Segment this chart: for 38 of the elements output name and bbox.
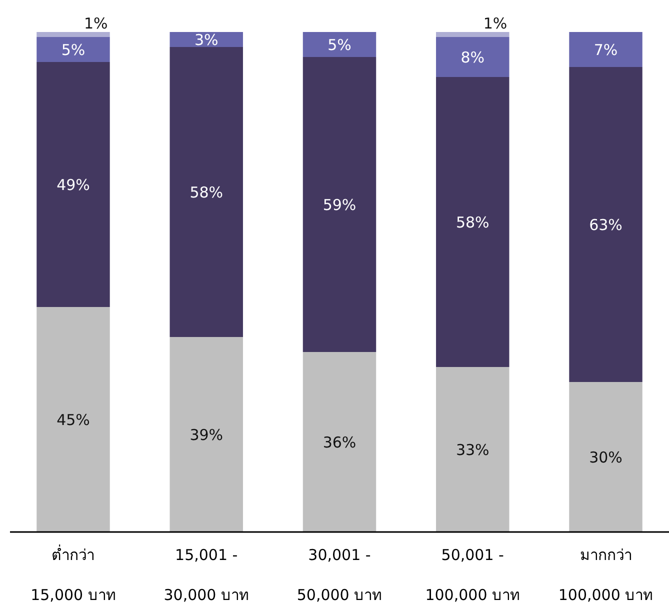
bar — [436, 32, 510, 37]
data-label: 39% — [190, 426, 224, 444]
data-label: 5% — [61, 40, 86, 59]
data-label: 58% — [456, 213, 490, 232]
category-label: 50,001 - 100,000 บาท — [425, 546, 520, 604]
bar — [36, 307, 110, 532]
bar — [569, 382, 642, 532]
data-label: 63% — [589, 216, 622, 234]
bar — [302, 57, 376, 352]
bar — [302, 32, 376, 57]
bar — [569, 67, 642, 382]
data-label: 5% — [328, 36, 352, 54]
data-label: 33% — [456, 440, 490, 459]
bar — [36, 62, 110, 307]
category-label: ต่ำกว่า 15,000 บาท — [30, 546, 116, 604]
bar — [436, 367, 510, 532]
data-label: 30% — [589, 448, 622, 466]
data-label: 7% — [594, 40, 618, 59]
bar — [302, 352, 376, 532]
bar — [170, 47, 243, 337]
category-label: 30,001 - 50,000 บาท — [296, 546, 382, 604]
data-label: 1% — [84, 14, 108, 32]
bar — [36, 37, 110, 62]
bar — [436, 37, 510, 77]
data-label: 36% — [322, 433, 356, 452]
category-label: มากกว่า 100,000 บาท — [558, 546, 654, 604]
category-label: 15,001 - 30,000 บาท — [164, 546, 249, 604]
data-label: 45% — [56, 410, 90, 429]
bar — [170, 337, 243, 532]
data-label: 49% — [56, 176, 90, 194]
data-label: 59% — [322, 196, 356, 214]
data-label: 3% — [194, 30, 218, 49]
data-label: 1% — [483, 14, 508, 32]
bar — [436, 77, 510, 367]
bar — [36, 32, 110, 37]
bar — [569, 32, 642, 67]
data-label: 8% — [460, 48, 485, 66]
data-label: 58% — [190, 183, 224, 202]
